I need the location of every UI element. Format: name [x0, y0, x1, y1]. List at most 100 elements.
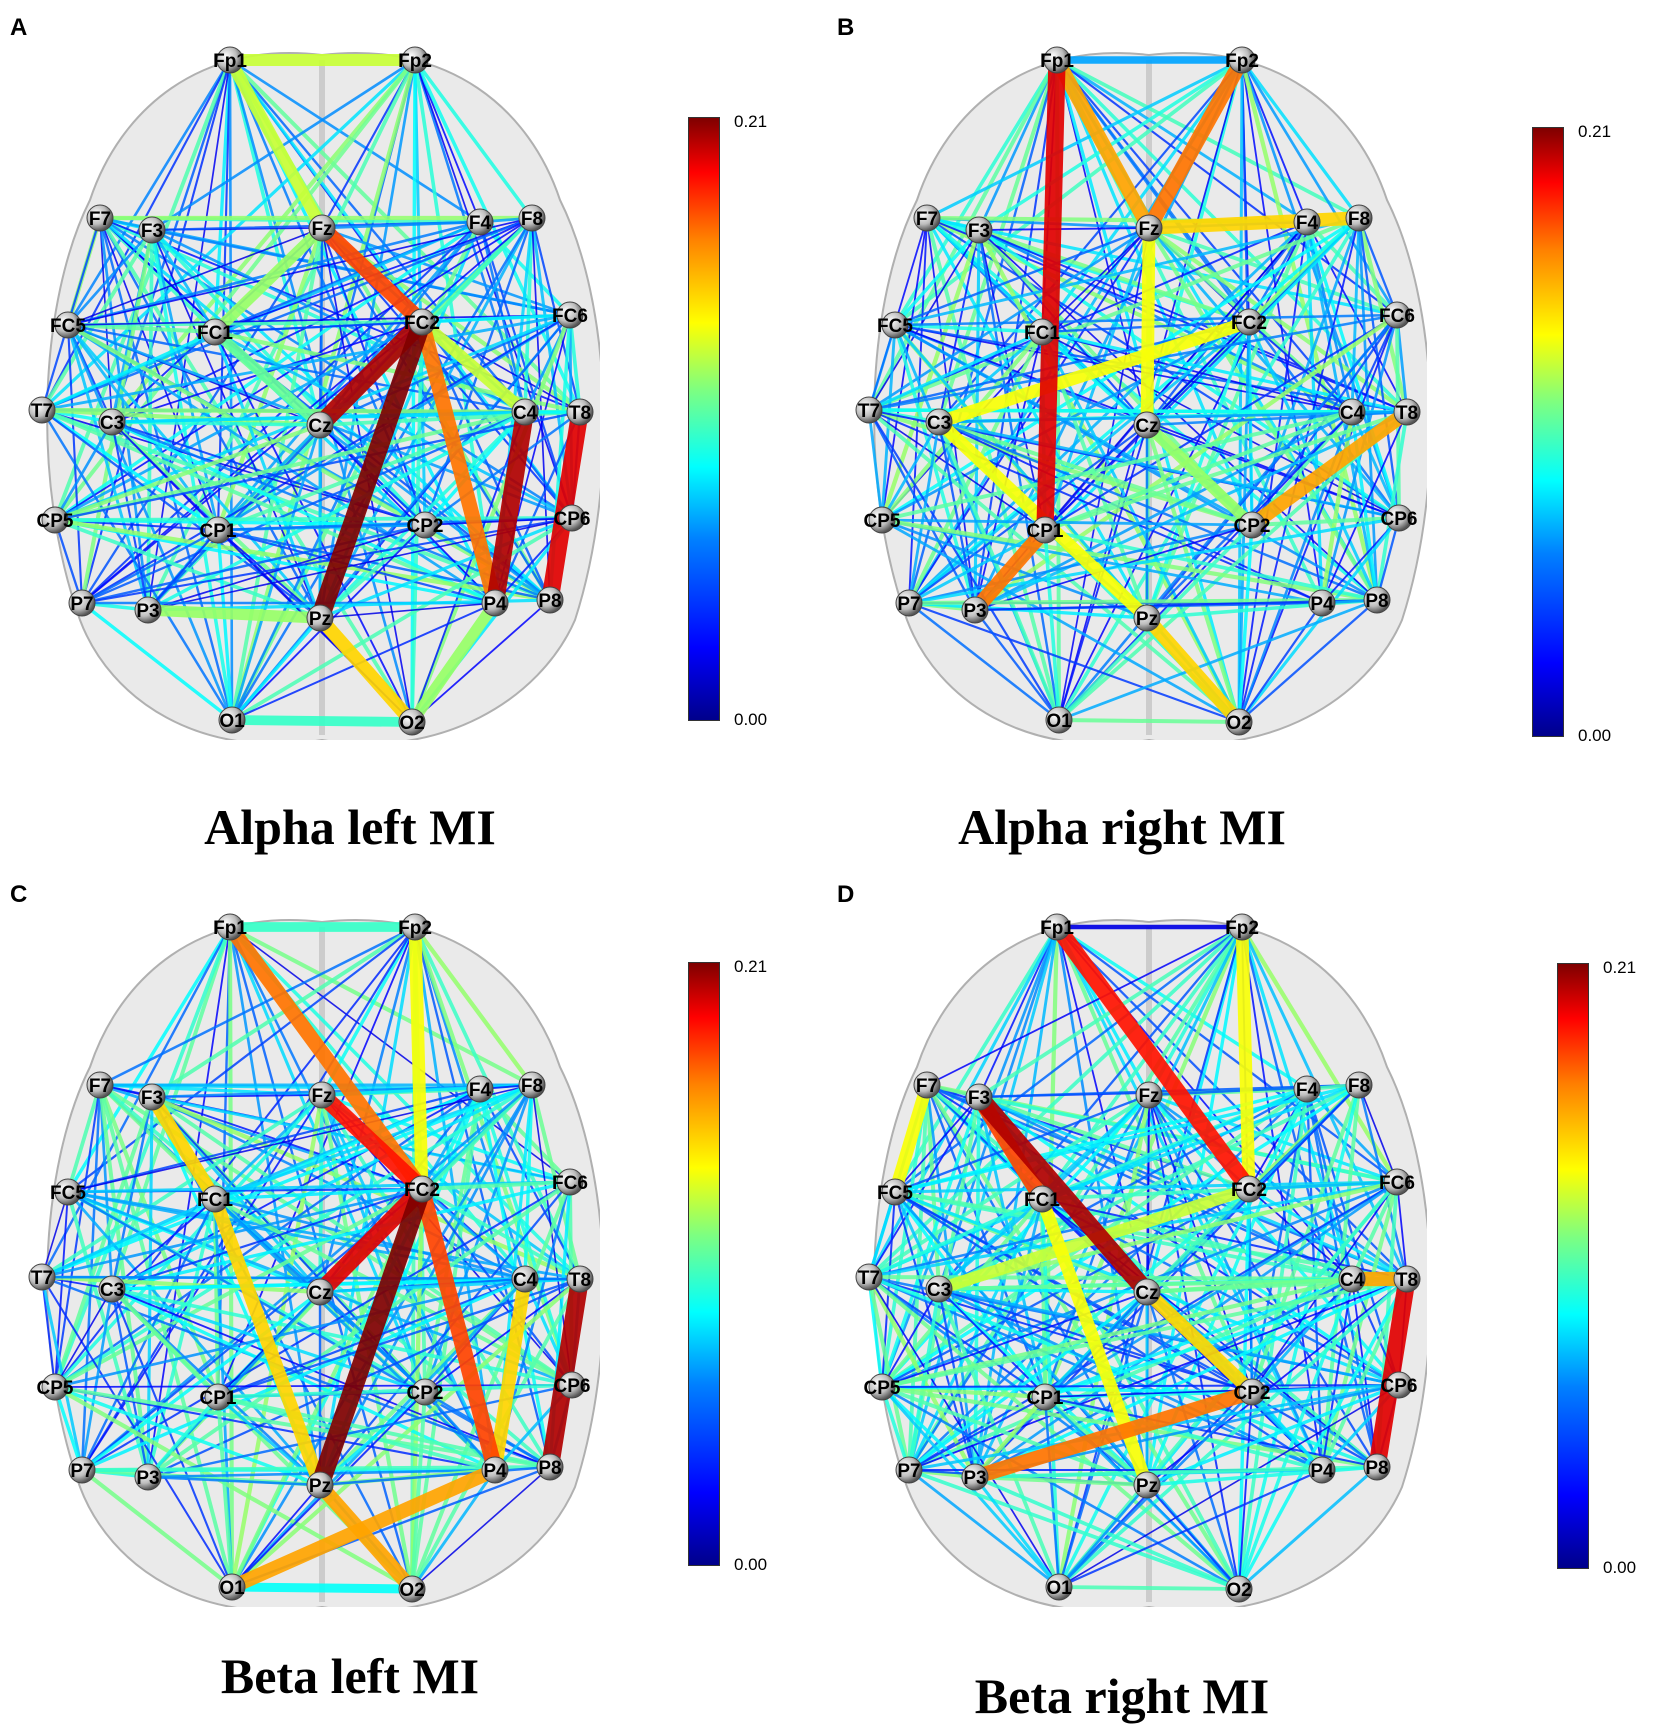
edge — [1040, 330, 1241, 724]
edge — [893, 58, 1244, 327]
edge-Fz-FC2 — [314, 220, 430, 330]
electrode-nodes: Fp1 Fp2 F7 F3 Fz F4 F8 FC5 FC1 FC2 FC6 T7 C3 Cz C4 T8 CP… — [855, 913, 1421, 1603]
edge-T8-P8 — [1368, 1270, 1416, 1476]
electrode-label: CP6 — [1381, 509, 1418, 530]
edge — [1237, 1277, 1354, 1591]
edge — [110, 420, 427, 527]
electrode-label: Fp1 — [1040, 918, 1074, 939]
electrode-fp1: Fp1 — [213, 913, 247, 941]
electrode-label: P4 — [1310, 594, 1334, 615]
edge — [973, 608, 1061, 722]
electrode-label: P4 — [483, 594, 507, 615]
edge — [40, 313, 572, 412]
electrode-cp5: CP5 — [864, 506, 901, 534]
edge — [879, 227, 982, 523]
edge — [1057, 718, 1241, 724]
edge — [1146, 1278, 1408, 1486]
edge — [230, 423, 322, 722]
electrode-f7: F7 — [913, 204, 941, 232]
edge — [41, 1191, 69, 1278]
edge — [1043, 1395, 1061, 1589]
edge — [893, 1190, 1409, 1281]
electrode-label: F7 — [916, 1076, 938, 1097]
edge-Fz-FC1 — [209, 222, 328, 338]
electrode-fp2: Fp2 — [398, 913, 432, 941]
edge — [1043, 410, 1409, 532]
panel-c: C Fp1 Fp2 F7 F3 Fz F4 F8 FC5 FC1 FC2 FC6 T7 C3 Cz C4 T8… — [0, 867, 827, 1734]
colorbar — [1557, 963, 1589, 1569]
edge — [1375, 410, 1409, 602]
colorbar — [1532, 127, 1564, 737]
electrode-f3: F3 — [138, 216, 166, 244]
edge-FC2-C4 — [416, 316, 531, 418]
edge — [228, 58, 482, 224]
electrode-label: T7 — [858, 1268, 880, 1289]
electrode-c4: C4 — [511, 1265, 539, 1293]
edge — [146, 528, 220, 612]
edge — [53, 1095, 154, 1389]
edge — [1237, 523, 1254, 724]
edge-C4-P4 — [486, 403, 534, 612]
edge — [1350, 1180, 1399, 1281]
edge — [216, 1395, 234, 1589]
electrode-p8: P8 — [1363, 586, 1391, 614]
edge — [977, 58, 1059, 232]
edge — [54, 1384, 573, 1388]
edge — [1040, 1083, 1361, 1201]
electrode-cp6: CP6 — [1381, 1371, 1417, 1399]
edge — [907, 601, 1241, 724]
edge — [1241, 59, 1308, 223]
electrode-fc1: FC1 — [1024, 1185, 1060, 1213]
edge — [1145, 1465, 1379, 1487]
edge — [40, 330, 217, 412]
colorbar-max-label: 0.21 — [1578, 122, 1612, 141]
electrode-fp1: Fp1 — [1040, 913, 1074, 941]
edge — [1240, 58, 1361, 220]
edge — [881, 217, 928, 521]
electrode-label: FC6 — [1379, 306, 1415, 327]
electrode-cp2: CP2 — [407, 1378, 443, 1406]
electrode-p7: P7 — [68, 1456, 96, 1484]
colorbar — [688, 962, 720, 1566]
edge — [972, 1394, 1048, 1480]
electrode-label: CP5 — [864, 1378, 901, 1399]
electrode-cp1: CP1 — [200, 516, 237, 544]
electrode-label: Cz — [308, 416, 331, 437]
edge — [66, 58, 232, 327]
electrode-t8: T8 — [566, 398, 594, 426]
electrode-label: O1 — [219, 711, 245, 732]
edge — [907, 330, 1044, 605]
electrode-t8: T8 — [1393, 1265, 1421, 1293]
edge — [146, 1197, 217, 1479]
edge — [880, 1083, 929, 1389]
edge — [973, 925, 1059, 1479]
electrode-label: FC1 — [1024, 1190, 1060, 1211]
edge — [216, 1395, 497, 1472]
edge — [937, 410, 1409, 424]
panel-title: Beta left MI — [220, 1648, 480, 1704]
electrode-fz: Fz — [308, 1081, 336, 1109]
edge — [568, 313, 582, 414]
edge — [1145, 1290, 1241, 1591]
edge — [228, 925, 322, 1487]
edge — [413, 925, 497, 1472]
edge — [867, 216, 1361, 412]
edge — [66, 1190, 582, 1281]
edge — [110, 1187, 424, 1291]
edge — [318, 313, 572, 427]
edge — [880, 1385, 1149, 1487]
edge — [1321, 1278, 1353, 1471]
electrode-label: F7 — [89, 1076, 111, 1097]
electrode-fc6: FC6 — [552, 1168, 588, 1196]
electrode-nodes: Fp1 Fp2 F7 F3 Fz F4 F8 FC5 FC1 FC2 FC6 T7 C3 Cz C4 T8 CP… — [855, 46, 1421, 736]
electrode-fc2: FC2 — [404, 308, 440, 336]
electrode-cz: Cz — [306, 411, 334, 439]
electrode-label: C4 — [1340, 1270, 1365, 1291]
electrode-label: T7 — [858, 401, 880, 422]
electrode-label: FC5 — [877, 316, 913, 337]
edge — [1237, 1277, 1409, 1591]
electrode-o2: O2 — [1225, 708, 1253, 736]
electrode-label: FC5 — [50, 1183, 86, 1204]
edge — [410, 1390, 427, 1591]
electrode-label: P8 — [538, 591, 561, 612]
